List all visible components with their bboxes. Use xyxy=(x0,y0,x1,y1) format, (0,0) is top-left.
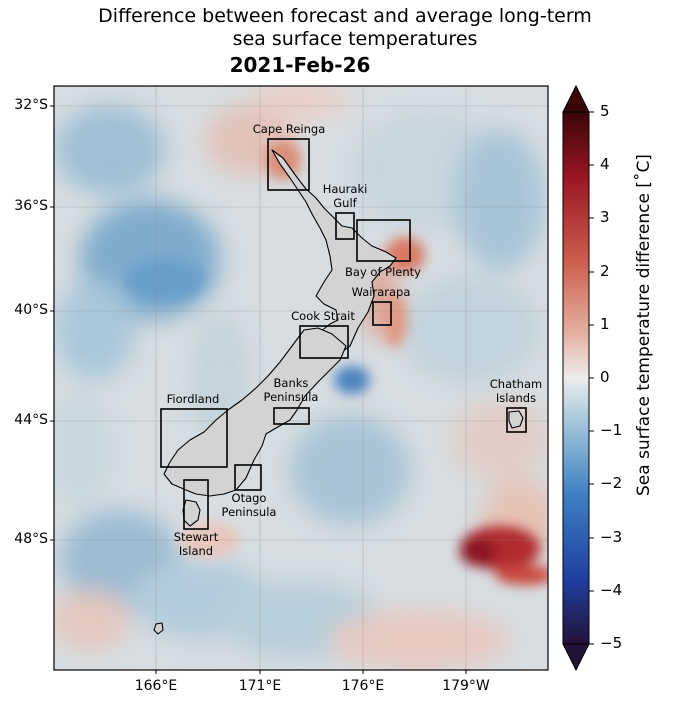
label-otago-peninsula: Otago Peninsula xyxy=(222,491,277,519)
lon-tick-176e: 176°E xyxy=(341,678,385,694)
stewart-island xyxy=(182,499,201,527)
colorbar-label: Sea surface temperature difference [˚C] xyxy=(634,154,654,496)
lon-tick-171e: 171°E xyxy=(238,678,282,694)
small-island xyxy=(153,622,164,635)
box-banks-peninsula xyxy=(273,407,310,425)
title-line-2: sea surface temperatures xyxy=(232,28,478,50)
box-bay-of-plenty xyxy=(356,219,411,262)
map-frame xyxy=(53,85,549,671)
colorbar-tick-minus2: −2 xyxy=(600,474,623,492)
colorbar-tick-1: 1 xyxy=(600,315,610,333)
label-hauraki-gulf: Hauraki Gulf xyxy=(323,182,368,210)
forecast-date: 2021-Feb-26 xyxy=(229,53,371,77)
colorbar-tick-minus1: −1 xyxy=(600,421,623,439)
colorbar-tick-minus5: −5 xyxy=(600,634,623,652)
label-cape-reinga: Cape Reinga xyxy=(253,122,326,136)
box-stewart-island xyxy=(183,479,209,530)
lon-tick-166e: 166°E xyxy=(134,678,178,694)
colorbar-tick-3: 3 xyxy=(600,208,610,226)
lat-tick-44s: 44°S xyxy=(14,412,48,428)
box-fiordland xyxy=(160,408,228,468)
box-otago-peninsula xyxy=(234,464,262,491)
land-new-zealand xyxy=(153,149,524,635)
label-bay-of-plenty: Bay of Plenty xyxy=(345,265,421,279)
colorbar-tick-minus3: −3 xyxy=(600,528,623,546)
lat-tick-32s: 32°S xyxy=(14,97,48,113)
lat-tick-36s: 36°S xyxy=(14,198,48,214)
label-stewart-island: Stewart Island xyxy=(174,530,219,558)
colorbar-tick-4: 4 xyxy=(600,155,610,173)
colorbar-tick-minus4: −4 xyxy=(600,581,623,599)
box-cape-reinga xyxy=(267,138,310,191)
colorbar-tick-2: 2 xyxy=(600,262,610,280)
label-wairarapa: Wairarapa xyxy=(352,285,411,299)
lon-tick-179w: 179°W xyxy=(442,678,490,694)
north-island xyxy=(271,149,397,357)
colorbar-tick-5: 5 xyxy=(600,102,610,120)
colorbar-tick-0: 0 xyxy=(600,368,610,386)
sst-anomaly-field xyxy=(54,86,548,670)
label-fiordland: Fiordland xyxy=(167,392,220,406)
title-line-1: Difference between forecast and average … xyxy=(98,5,592,27)
box-chatham-islands xyxy=(506,407,527,433)
box-hauraki-gulf xyxy=(335,212,355,240)
colorbar xyxy=(562,84,594,672)
box-wairarapa xyxy=(372,301,392,326)
region-boxes xyxy=(160,138,527,530)
south-island xyxy=(163,327,347,497)
label-chatham-islands: Chatham Islands xyxy=(490,377,542,405)
lat-tick-40s: 40°S xyxy=(14,302,48,318)
lat-tick-48s: 48°S xyxy=(14,531,48,547)
label-banks-peninsula: Banks Peninsula xyxy=(264,376,319,404)
region-labels: Cape Reinga Hauraki Gulf Bay of Plenty Wa… xyxy=(167,122,543,558)
chatham-island xyxy=(508,410,524,429)
box-cook-strait xyxy=(299,325,349,359)
label-cook-strait: Cook Strait xyxy=(291,309,355,323)
axis-ticks xyxy=(50,105,467,674)
